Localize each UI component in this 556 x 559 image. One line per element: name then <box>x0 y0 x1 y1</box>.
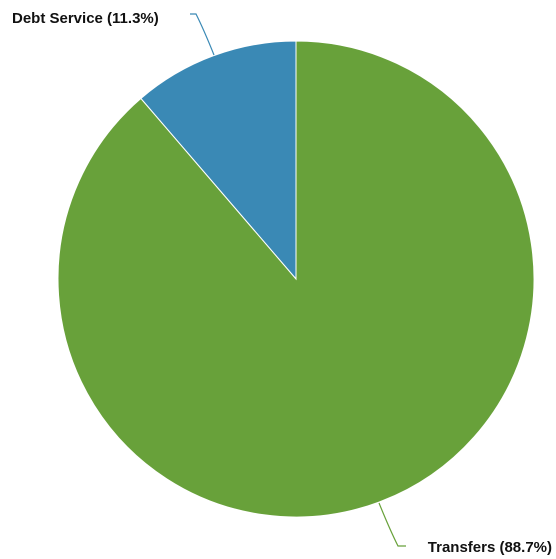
leader-line-transfers <box>378 502 406 547</box>
pie-slices <box>57 40 535 518</box>
leader-line-debt-service <box>190 13 215 56</box>
slice-label-debt-service: Debt Service (11.3%) <box>12 10 159 27</box>
pie-slice-debt-service <box>140 40 297 281</box>
leader-lines <box>190 13 406 547</box>
pie-slice-transfers <box>57 40 535 518</box>
slice-label-transfers: Transfers (88.7%) <box>428 539 552 556</box>
slice-labels: Debt Service (11.3%) Transfers (88.7%) <box>12 10 552 556</box>
